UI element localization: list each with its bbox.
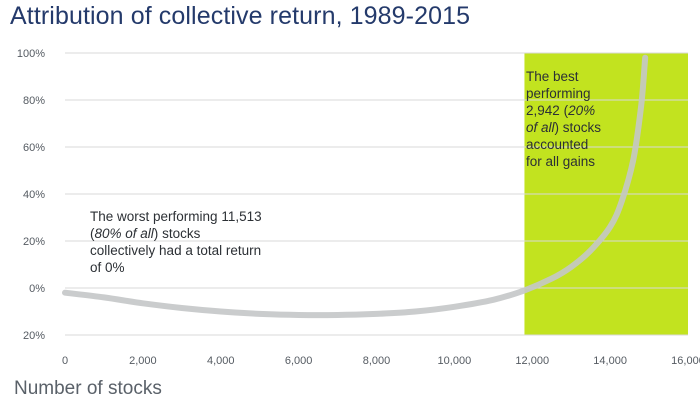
annotation-best-line5: accounted	[526, 137, 589, 152]
y-tick-label: 100%	[17, 48, 45, 60]
x-tick-label: 6,000	[285, 355, 313, 367]
y-tick-label: 20%	[23, 236, 45, 248]
x-tick-label: 2,000	[129, 355, 157, 367]
annotation-worst-pct: 80% of all	[94, 226, 154, 241]
x-tick-label: 10,000	[438, 355, 472, 367]
y-tick-label: 40%	[23, 189, 45, 201]
annotation-worst-line4: had a total return of 0%	[90, 243, 262, 275]
x-tick-label: 8,000	[363, 355, 391, 367]
annotation-best-line6: for all gains	[526, 154, 596, 169]
y-tick-label: 80%	[23, 95, 45, 107]
annotation-worst-line2: 11,513 (80% of all)	[90, 209, 262, 241]
x-tick-label: 16,000	[671, 355, 700, 367]
annotation-best-pct: 20% of all	[526, 103, 596, 135]
x-tick-label: 12,000	[515, 355, 549, 367]
series-line	[62, 54, 649, 319]
annotation-best-line2: performing	[526, 86, 591, 101]
annotation-worst: The worst performing 11,513 (80% of all)…	[90, 208, 265, 276]
annotation-worst-line3: stocks collectively	[90, 226, 201, 258]
annotation-best: The best performing 2,942 (20% of all) s…	[526, 68, 606, 170]
annotation-best-line4: stocks	[562, 120, 602, 135]
annotation-worst-line1: The worst performing	[90, 209, 218, 224]
x-tick-label: 0	[62, 355, 68, 367]
x-tick-label: 14,000	[593, 355, 627, 367]
chart-title: Attribution of collective return, 1989-2…	[10, 2, 471, 30]
annotation-best-count: 2,942	[526, 103, 560, 118]
y-tick-label: 60%	[23, 142, 45, 154]
y-tick-label: 0%	[29, 283, 45, 295]
y-tick-label: 20%	[23, 330, 45, 342]
annotation-worst-count: 11,513	[221, 209, 262, 224]
annotation-best-line1: The best	[526, 69, 579, 84]
x-axis-label: Number of stocks	[14, 378, 162, 399]
annotation-best-pct-line: (20% of all)	[526, 103, 596, 135]
x-tick-label: 4,000	[207, 355, 235, 367]
